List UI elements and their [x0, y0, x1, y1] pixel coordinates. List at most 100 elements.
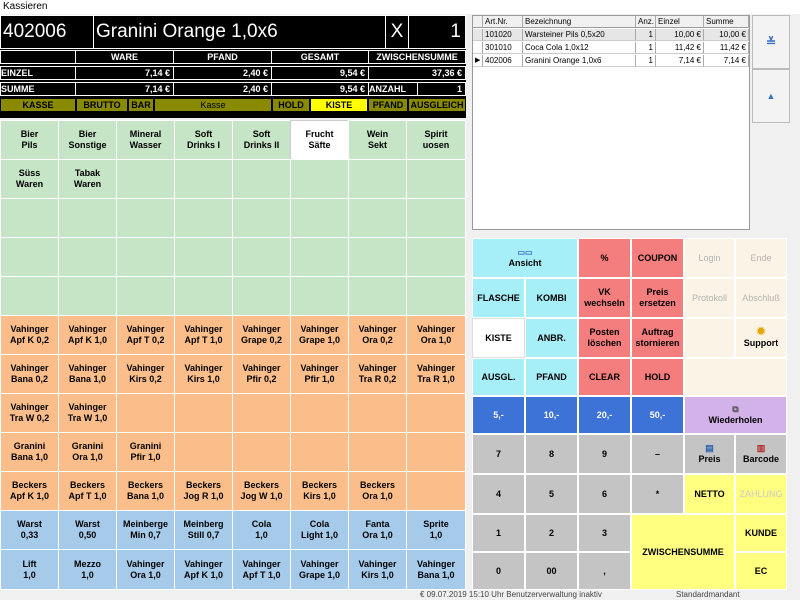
money-50-button[interactable]: 50,-: [631, 396, 684, 434]
product-button[interactable]: Vahinger Kirs 1,0: [348, 549, 407, 590]
key-5[interactable]: 5: [525, 474, 578, 514]
product-button[interactable]: Vahinger Bana 0,2: [0, 354, 59, 394]
product-button[interactable]: Beckers Bana 1,0: [116, 471, 175, 511]
group-soft-drinks-1[interactable]: Soft Drinks I: [174, 120, 233, 160]
group-tabak-waren[interactable]: Tabak Waren: [58, 159, 117, 199]
product-button[interactable]: Warst 0,33: [0, 510, 59, 550]
product-button[interactable]: Sprite 1,0: [406, 510, 466, 550]
netto-button[interactable]: NETTO: [684, 474, 735, 514]
clear-button[interactable]: CLEAR: [578, 358, 631, 396]
money-5-button[interactable]: 5,-: [472, 396, 525, 434]
kunde-button[interactable]: KUNDE: [735, 514, 787, 552]
group-bier-pils[interactable]: Bier Pils: [0, 120, 59, 160]
product-button[interactable]: Granini Bana 1,0: [0, 432, 59, 472]
money-20-button[interactable]: 20,-: [578, 396, 631, 434]
group-frucht-saefte[interactable]: Frucht Säfte: [290, 120, 349, 160]
group-soft-drinks-2[interactable]: Soft Drinks II: [232, 120, 291, 160]
product-button[interactable]: Beckers Apf K 1,0: [0, 471, 59, 511]
preis-ersetzen-button[interactable]: Preis ersetzen: [631, 278, 684, 318]
product-button[interactable]: Vahinger Apf K 1,0: [58, 315, 117, 355]
product-button[interactable]: Meinberg Still 0,7: [174, 510, 233, 550]
product-button[interactable]: Vahinger Grape 1,0: [290, 549, 349, 590]
ende-button[interactable]: Ende: [735, 238, 787, 278]
key-0[interactable]: 0: [472, 552, 525, 590]
product-button[interactable]: Granini Pfir 1,0: [116, 432, 175, 472]
clear-article-button[interactable]: X: [385, 15, 409, 49]
key-minus[interactable]: –: [631, 434, 684, 474]
product-button[interactable]: Vahinger Pfir 1,0: [290, 354, 349, 394]
ausgl-button[interactable]: AUSGL.: [472, 358, 525, 396]
hold-button[interactable]: HOLD: [631, 358, 684, 396]
vk-wechseln-button[interactable]: VK wechseln: [578, 278, 631, 318]
key-9[interactable]: 9: [578, 434, 631, 474]
col-art-nr[interactable]: Art.Nr.: [483, 16, 523, 28]
support-button[interactable]: ✹ Support: [735, 318, 787, 358]
key-4[interactable]: 4: [472, 474, 525, 514]
pfand-button[interactable]: PFAND: [525, 358, 578, 396]
wiederholen-button[interactable]: ⧉ Wiederholen: [684, 396, 787, 434]
auftrag-stornieren-button[interactable]: Auftrag stornieren: [631, 318, 684, 358]
product-button[interactable]: Vahinger Kirs 0,2: [116, 354, 175, 394]
key-6[interactable]: 6: [578, 474, 631, 514]
product-button[interactable]: Vahinger Apf T 1,0: [174, 315, 233, 355]
kombi-button[interactable]: KOMBI: [525, 278, 578, 318]
product-button[interactable]: Beckers Kirs 1,0: [290, 471, 349, 511]
key-2[interactable]: 2: [525, 514, 578, 552]
ec-button[interactable]: EC: [735, 552, 787, 590]
product-button[interactable]: Vahinger Tra W 0,2: [0, 393, 59, 433]
product-button[interactable]: Vahinger Tra R 0,2: [348, 354, 407, 394]
product-button[interactable]: Vahinger Apf T 1,0: [232, 549, 291, 590]
protokoll-button[interactable]: Protokoll: [684, 278, 735, 318]
group-spirituosen[interactable]: Spirit uosen: [406, 120, 466, 160]
group-mineral-wasser[interactable]: Mineral Wasser: [116, 120, 175, 160]
abschluss-button[interactable]: Abschluß: [735, 278, 787, 318]
money-10-button[interactable]: 10,-: [525, 396, 578, 434]
col-anz[interactable]: Anz.: [636, 16, 656, 28]
product-button[interactable]: Vahinger Grape 0,2: [232, 315, 291, 355]
posten-loeschen-button[interactable]: Posten löschen: [578, 318, 631, 358]
key-8[interactable]: 8: [525, 434, 578, 474]
product-button[interactable]: Vahinger Kirs 1,0: [174, 354, 233, 394]
key-multiply[interactable]: *: [631, 474, 684, 514]
key-7[interactable]: 7: [472, 434, 525, 474]
product-button[interactable]: Vahinger Bana 1,0: [406, 549, 466, 590]
kiste-button[interactable]: KISTE: [472, 318, 525, 358]
zwischensumme-button[interactable]: ZWISCHENSUMME: [631, 514, 735, 590]
product-button[interactable]: Meinberge Min 0,7: [116, 510, 175, 550]
product-button[interactable]: Cola 1,0: [232, 510, 291, 550]
receipt-table[interactable]: Art.Nr. Bezeichnung Anz. Einzel Summe 10…: [472, 15, 750, 230]
group-bier-sonstige[interactable]: Bier Sonstige: [58, 120, 117, 160]
zahlung-button[interactable]: ZAHLUNG: [735, 474, 787, 514]
anbr-button[interactable]: ANBR.: [525, 318, 578, 358]
product-button[interactable]: Vahinger Pfir 0,2: [232, 354, 291, 394]
percent-button[interactable]: %: [578, 238, 631, 278]
group-suess-waren[interactable]: Süss Waren: [0, 159, 59, 199]
preis-button[interactable]: ▤ Preis: [684, 434, 735, 474]
barcode-button[interactable]: ▥ Barcode: [735, 434, 787, 474]
product-button[interactable]: Cola Light 1,0: [290, 510, 349, 550]
product-button[interactable]: Granini Ora 1,0: [58, 432, 117, 472]
key-1[interactable]: 1: [472, 514, 525, 552]
product-button[interactable]: Vahinger Apf K 0,2: [0, 315, 59, 355]
product-button[interactable]: Vahinger Tra R 1,0: [406, 354, 466, 394]
key-00[interactable]: 00: [525, 552, 578, 590]
product-button[interactable]: Beckers Jog R 1,0: [174, 471, 233, 511]
product-button[interactable]: Beckers Apf T 1,0: [58, 471, 117, 511]
product-button[interactable]: Beckers Jog W 1,0: [232, 471, 291, 511]
product-button[interactable]: Vahinger Apf K 1,0: [174, 549, 233, 590]
coupon-button[interactable]: COUPON: [631, 238, 684, 278]
product-button[interactable]: Vahinger Bana 1,0: [58, 354, 117, 394]
product-button[interactable]: Vahinger Ora 1,0: [406, 315, 466, 355]
key-3[interactable]: 3: [578, 514, 631, 552]
product-button[interactable]: Vahinger Ora 1,0: [116, 549, 175, 590]
product-button[interactable]: Vahinger Apf T 0,2: [116, 315, 175, 355]
product-button[interactable]: Vahinger Tra W 1,0: [58, 393, 117, 433]
scroll-up-button[interactable]: ▲: [752, 69, 790, 123]
product-button[interactable]: Lift 1,0: [0, 549, 59, 590]
product-button[interactable]: Warst 0,50: [58, 510, 117, 550]
col-summe[interactable]: Summe: [704, 16, 749, 28]
col-einzel[interactable]: Einzel: [656, 16, 704, 28]
product-button[interactable]: Mezzo 1,0: [58, 549, 117, 590]
col-bezeichnung[interactable]: Bezeichnung: [523, 16, 636, 28]
key-comma[interactable]: ,: [578, 552, 631, 590]
